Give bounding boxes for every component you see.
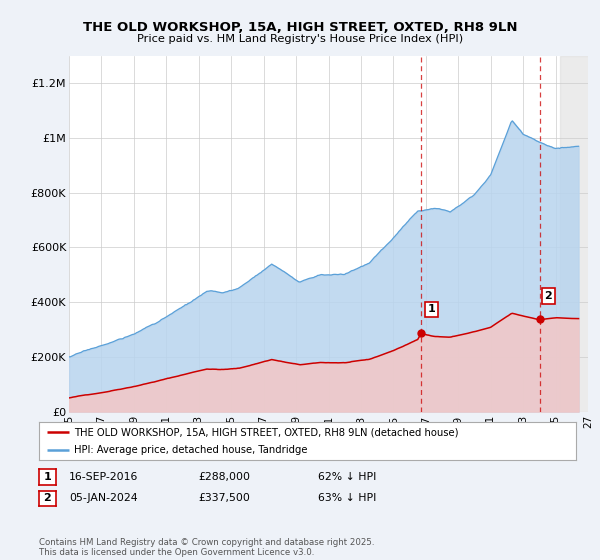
Text: HPI: Average price, detached house, Tandridge: HPI: Average price, detached house, Tand… — [74, 445, 307, 455]
Text: 05-JAN-2024: 05-JAN-2024 — [69, 493, 137, 503]
Text: £337,500: £337,500 — [198, 493, 250, 503]
Text: 1: 1 — [428, 304, 436, 314]
Text: 1: 1 — [44, 472, 51, 482]
Text: Contains HM Land Registry data © Crown copyright and database right 2025.
This d: Contains HM Land Registry data © Crown c… — [39, 538, 374, 557]
Text: 62% ↓ HPI: 62% ↓ HPI — [318, 472, 376, 482]
Text: £288,000: £288,000 — [198, 472, 250, 482]
Text: 2: 2 — [44, 493, 51, 503]
Text: THE OLD WORKSHOP, 15A, HIGH STREET, OXTED, RH8 9LN (detached house): THE OLD WORKSHOP, 15A, HIGH STREET, OXTE… — [74, 427, 458, 437]
Text: 63% ↓ HPI: 63% ↓ HPI — [318, 493, 376, 503]
Text: Price paid vs. HM Land Registry's House Price Index (HPI): Price paid vs. HM Land Registry's House … — [137, 34, 463, 44]
Bar — [560, 56, 596, 412]
Text: 2: 2 — [545, 291, 552, 301]
Text: 16-SEP-2016: 16-SEP-2016 — [69, 472, 139, 482]
Text: THE OLD WORKSHOP, 15A, HIGH STREET, OXTED, RH8 9LN: THE OLD WORKSHOP, 15A, HIGH STREET, OXTE… — [83, 21, 517, 34]
